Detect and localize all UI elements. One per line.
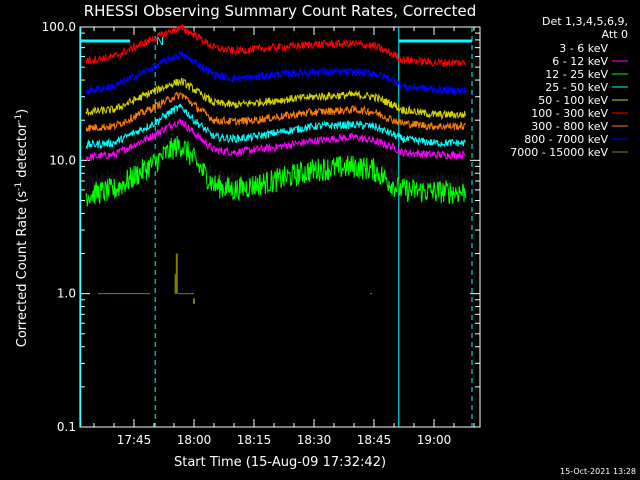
y-tick-label: 100.0 (42, 20, 76, 34)
x-tick-label: 19:00 (417, 433, 452, 447)
date-stamp: 15-Oct-2021 13:28 (560, 467, 636, 476)
series-line (85, 23, 467, 68)
legend-entry-label: 50 - 100 keV (538, 94, 608, 107)
series-line (85, 91, 467, 132)
series-12-25kev (85, 135, 467, 207)
series-line (85, 117, 466, 161)
x-tick-label: 17:45 (117, 433, 152, 447)
x-tick-label: 18:15 (237, 433, 272, 447)
legend-entry-label: 12 - 25 keV (545, 68, 608, 81)
series-line (85, 135, 467, 207)
tick-labels: 17:45 18:00 18:15 18:30 18:45 19:00 100.0 10.0 1… (42, 20, 452, 447)
series-100-300kev (85, 23, 467, 68)
legend-entry-label: 6 - 12 keV (552, 55, 608, 68)
y-axis-label-mid: detector (15, 122, 30, 182)
y-tick-label: 0.1 (57, 420, 76, 434)
series-50-100kev (85, 77, 467, 120)
y-axis-label-end: ) (15, 109, 30, 114)
series-line (85, 103, 466, 150)
series-25-50kev (85, 103, 466, 150)
series-7000-15000kev (98, 253, 372, 304)
series-lines (85, 23, 467, 304)
plot-frame (79, 26, 481, 428)
x-tick-label: 18:00 (177, 433, 212, 447)
series-300-800kev (85, 91, 467, 132)
series-6-12kev (85, 117, 466, 161)
legend-entry-label: 100 - 300 keV (531, 107, 608, 120)
legend-entry-label: 3 - 6 keV (559, 42, 608, 55)
legend-header-line2: Att 0 (602, 28, 628, 41)
legend-entry-label: 7000 - 15000 keV (510, 146, 608, 159)
chart-title: RHESSI Observing Summary Count Rates, Co… (84, 2, 477, 20)
series-800-7000kev (85, 50, 467, 96)
state-bar-label: N (156, 35, 164, 48)
y-axis-label-sup2: -1 (14, 114, 24, 123)
legend-entry-label: 25 - 50 keV (545, 81, 608, 94)
y-axis-label: Corrected Count Rate (s-1 detector-1) (14, 109, 30, 347)
legend-entry-label: 300 - 800 keV (531, 120, 608, 133)
y-tick-label: 1.0 (57, 287, 76, 301)
y-axis-label-main: Corrected Count Rate (s (15, 191, 30, 348)
y-tick-label: 10.0 (49, 153, 76, 167)
x-axis-label: Start Time (15-Aug-09 17:32:42) (174, 455, 386, 470)
series-line (85, 77, 467, 120)
legend-header-line1: Det 1,3,4,5,6,9, (542, 15, 628, 28)
series-line (85, 50, 467, 96)
time-markers: N (80, 27, 473, 427)
x-tick-label: 18:45 (357, 433, 392, 447)
x-tick-label: 18:30 (297, 433, 332, 447)
y-axis-label-sup1: -1 (14, 182, 24, 191)
legend-entry-label: 800 - 7000 keV (524, 133, 608, 146)
